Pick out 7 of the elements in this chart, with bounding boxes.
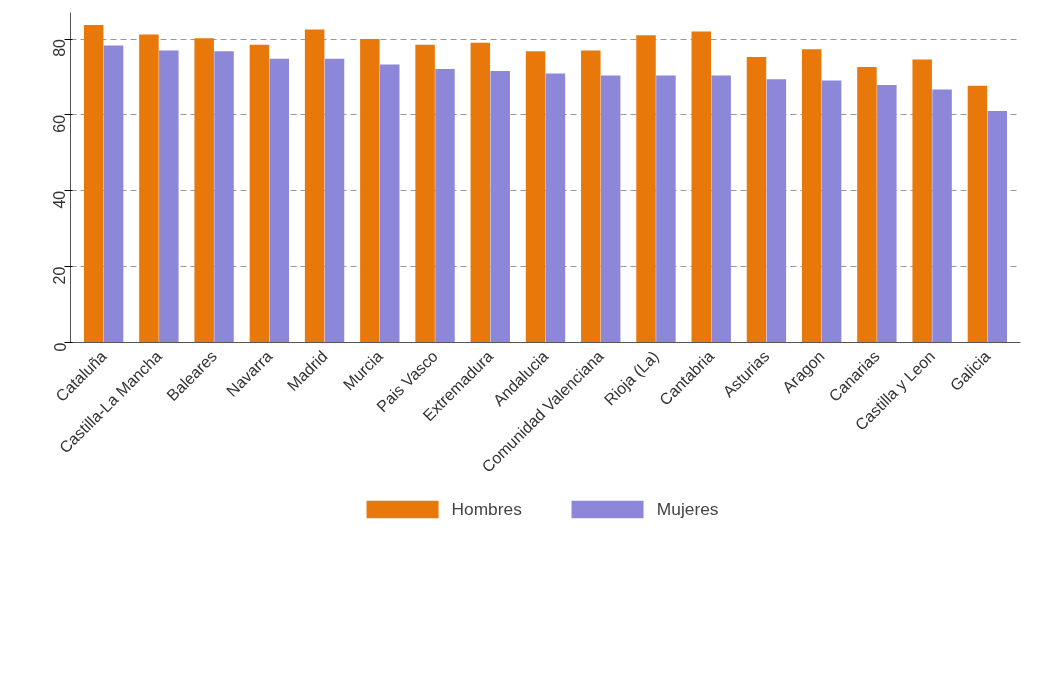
legend-label: Mujeres [656,498,719,520]
y-tick-label: 0 [51,342,69,352]
legend-label: Hombres [451,498,522,520]
y-tick-label: 40 [51,190,69,209]
y-tick-label: 80 [51,38,69,57]
y-tick-label: 20 [51,266,69,285]
y-tick-label: 60 [51,114,69,133]
